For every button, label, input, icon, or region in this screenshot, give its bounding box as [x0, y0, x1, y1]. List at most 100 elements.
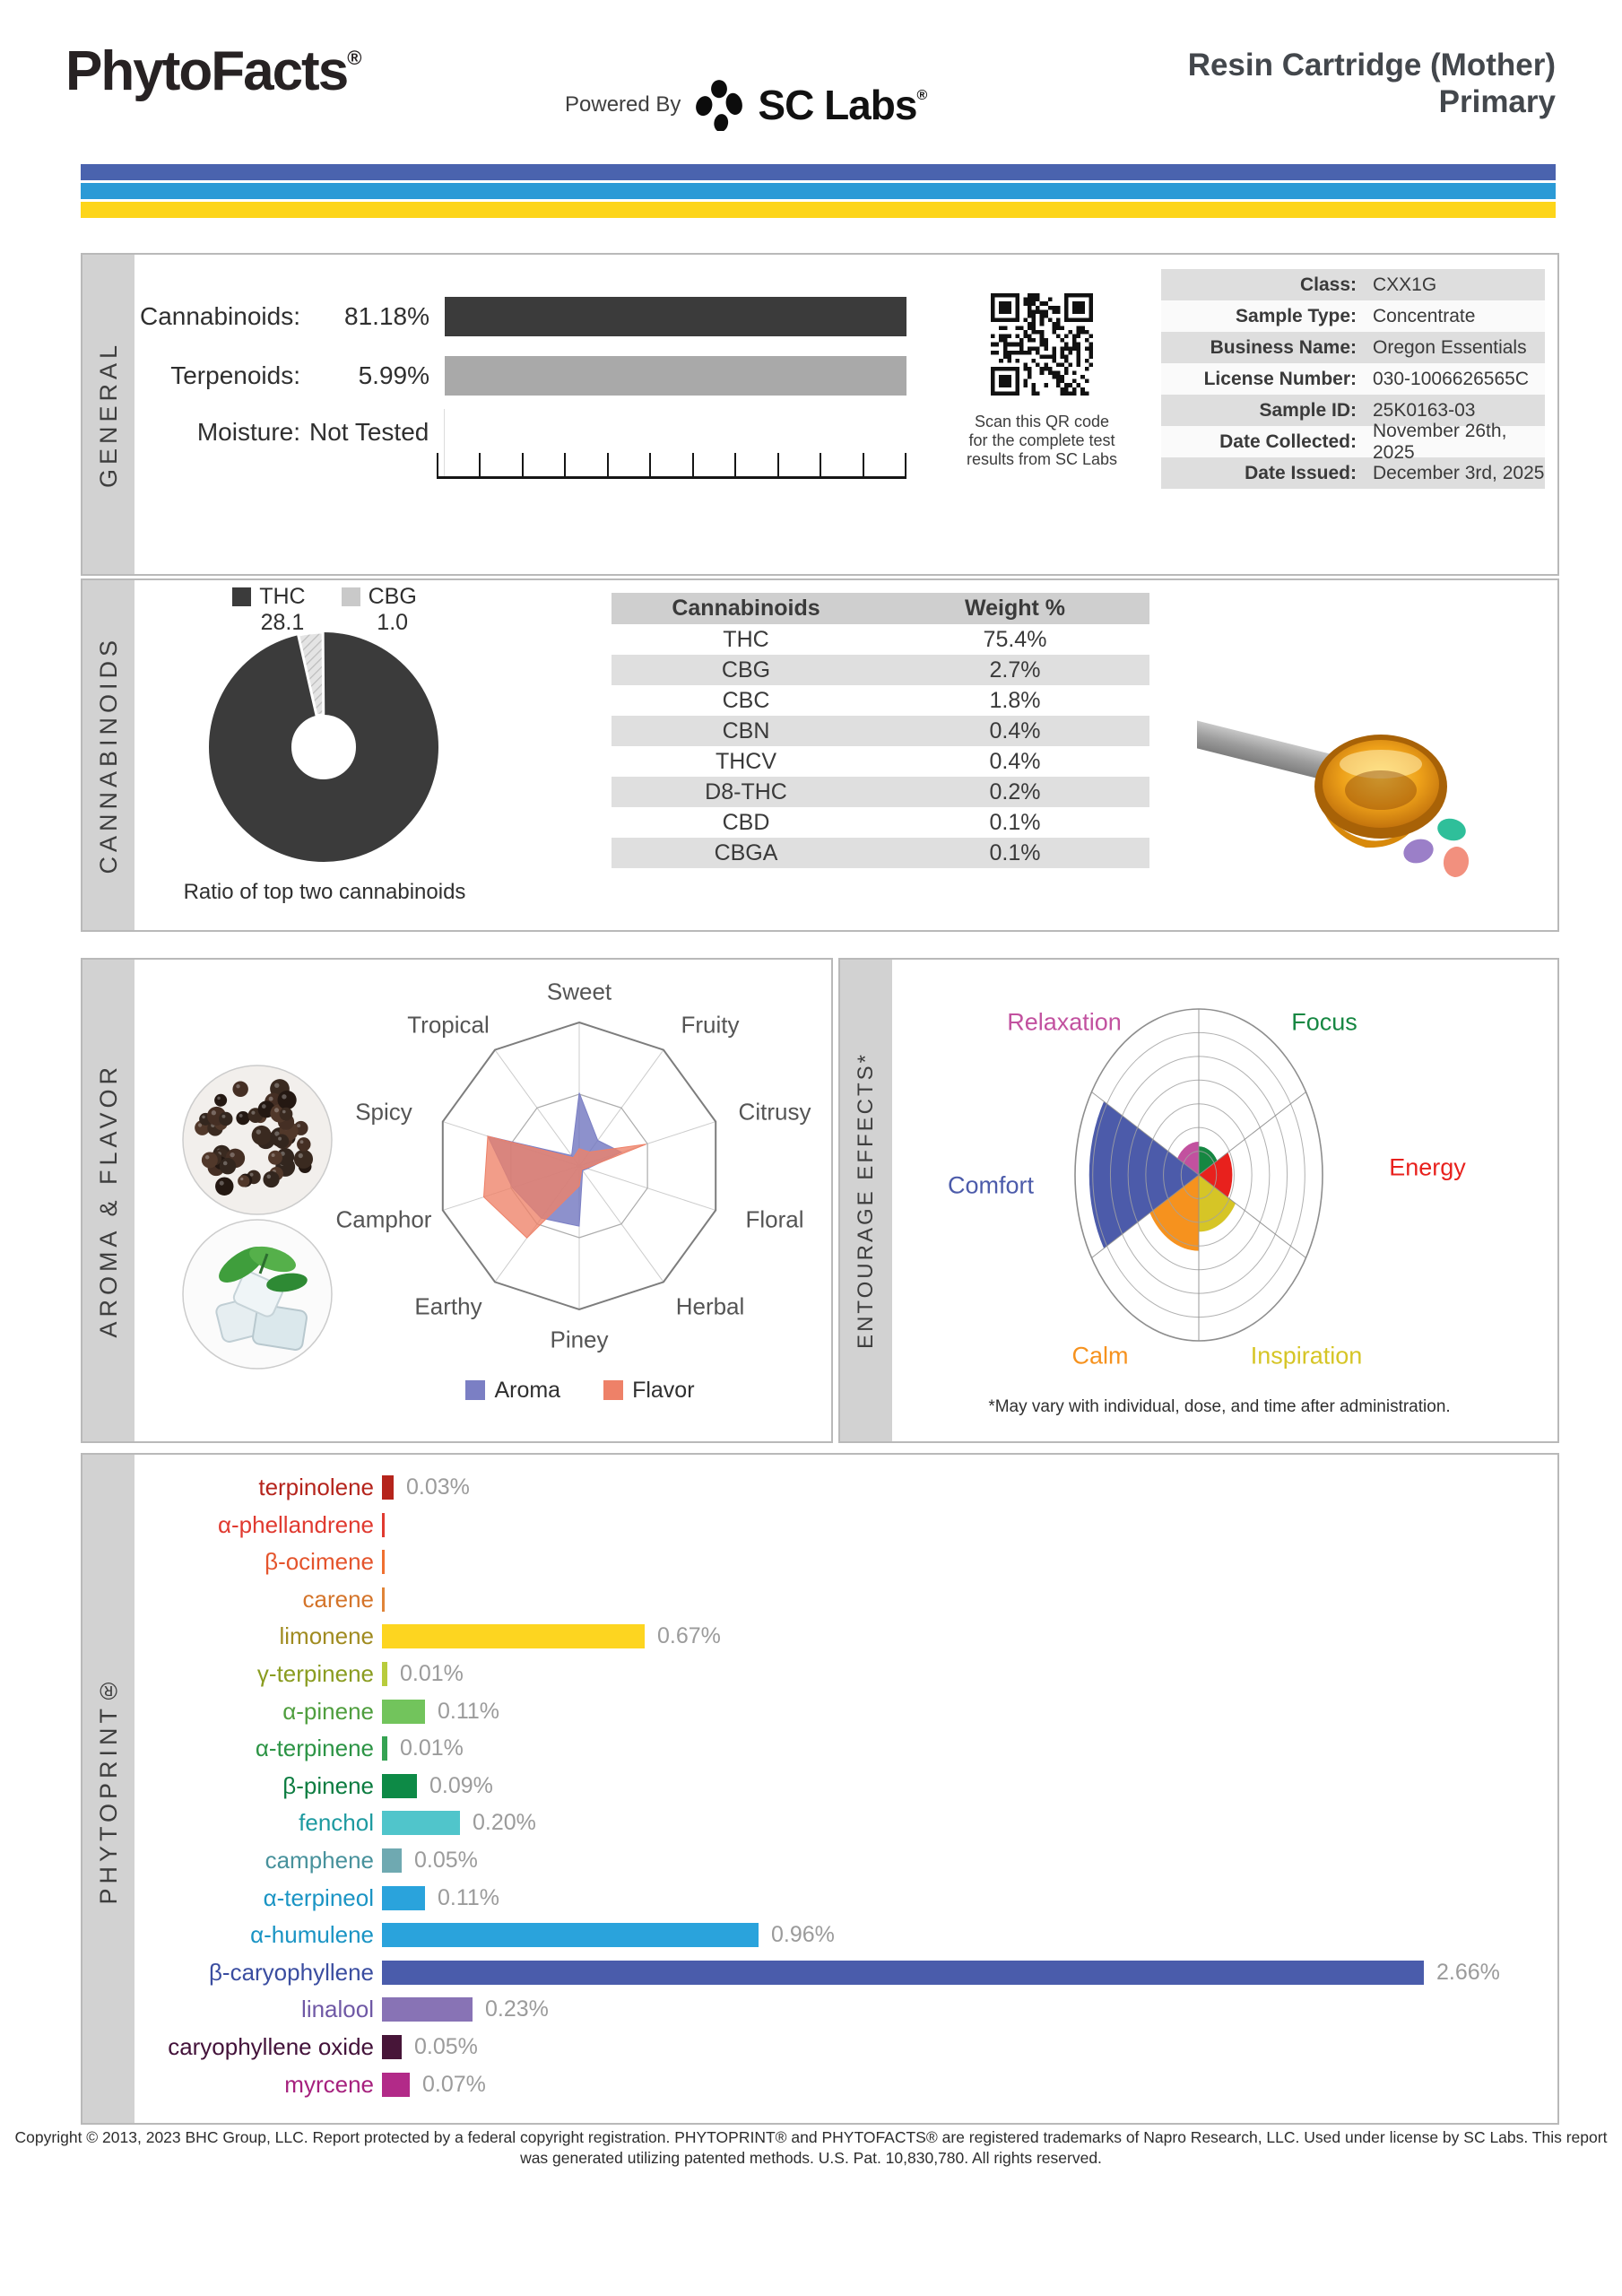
powered-by-sclabs: Powered By SC Labs®	[565, 79, 927, 131]
radar-legend-entry: Flavor	[603, 1378, 695, 1404]
terpene-name: α-terpineol	[263, 1884, 374, 1911]
table-cell: THCV	[715, 748, 777, 774]
cannabinoids-section: CANNABINOIDS THC 28.1 CBG 1.0 Ratio of top …	[81, 578, 1559, 932]
brand-text: PhytoFacts	[65, 40, 349, 102]
info-row-label: Business Name:	[1210, 336, 1357, 358]
terpene-row: linalool 0.23%	[82, 1991, 1557, 2027]
legend-name: CBG	[368, 584, 417, 609]
moisture-value: Not Tested	[309, 418, 429, 446]
cannabinoid-ratio-donut-chart	[209, 631, 438, 862]
scale-ruler	[437, 450, 906, 479]
header-stripe-lightblue	[81, 183, 1556, 199]
table-row: THCV 0.4%	[612, 746, 1149, 777]
entourage-footnote: *May vary with individual, dose, and tim…	[988, 1397, 1451, 1416]
sclabs-logo-icon	[696, 80, 743, 131]
terpene-tick	[382, 1587, 385, 1612]
terpene-value: 0.67%	[657, 1623, 721, 1648]
terpene-bar	[382, 1624, 645, 1648]
terpenoids-total-bar	[445, 356, 906, 396]
qr-caption-line: results from SC Labs	[966, 450, 1118, 468]
radar-legend-entry: Aroma	[465, 1378, 560, 1404]
dab-tool	[1197, 709, 1375, 789]
table-cell: 0.2%	[989, 778, 1041, 804]
table-cell: CBC	[722, 687, 770, 713]
resin-highlight	[1340, 750, 1422, 778]
terpene-value: 0.20%	[473, 1810, 536, 1835]
comfort-wedge	[1089, 1101, 1199, 1248]
focus-wedge	[1199, 1146, 1218, 1175]
terpene-value: 0.09%	[429, 1773, 493, 1798]
terpene-row: caryophyllene oxide 0.05%	[82, 2029, 1557, 2065]
cannabinoids-total-bar	[445, 297, 906, 336]
terpene-name: camphene	[265, 1847, 374, 1874]
ruler-tick	[564, 453, 566, 476]
terpene-row: β-pinene 0.09%	[82, 1768, 1557, 1804]
qr-caption-line: Scan this QR code	[974, 413, 1110, 430]
table-row: CBG 2.7%	[612, 655, 1149, 685]
terpene-row: carene	[82, 1581, 1557, 1617]
legend-swatch	[232, 587, 252, 606]
terpene-bar	[382, 1923, 759, 1947]
legend-name: Aroma	[494, 1378, 561, 1403]
info-row: License Number: 030-1006626565C	[1161, 363, 1545, 395]
legend-value: 1.0	[377, 610, 409, 635]
info-row: Date Issued: December 3rd, 2025	[1161, 457, 1545, 489]
terpenoids-total-value: 5.99%	[358, 361, 429, 389]
terpene-bar	[382, 1886, 425, 1910]
resin-drip	[1324, 813, 1423, 848]
ruler-tick	[649, 453, 651, 476]
legend-swatch	[341, 587, 360, 606]
terpene-bar	[382, 1736, 387, 1761]
terpene-row: camphene 0.05%	[82, 1842, 1557, 1878]
table-cell: 75.4%	[983, 626, 1047, 652]
terpene-bar-chart: terpinolene 0.03% α-phellandrene β-ocimene c…	[82, 1455, 1557, 2123]
header-cell: Weight %	[964, 596, 1066, 621]
info-row-value: December 3rd, 2025	[1373, 462, 1545, 483]
phytoprint-section-sidebar: PHYTOPRINT®	[82, 1455, 134, 2123]
table-row: THC 75.4%	[612, 624, 1149, 655]
terpene-row: α-terpinene 0.01%	[82, 1730, 1557, 1766]
salmon-dot	[1443, 847, 1470, 877]
terpene-value: 2.66%	[1436, 1960, 1500, 1985]
info-row: Business Name: Oregon Essentials	[1161, 332, 1545, 363]
table-cell: 0.1%	[989, 839, 1041, 865]
sclabs-logo-text: SC Labs®	[758, 82, 927, 128]
legend-swatch	[603, 1380, 624, 1400]
radar-legend: Aroma Flavor	[378, 1378, 782, 1404]
terpene-row: fenchol 0.20%	[82, 1805, 1557, 1840]
table-cell: THC	[723, 626, 769, 652]
terpene-value: 0.23%	[485, 1996, 549, 2022]
donut-legend-entry: CBG 1.0	[341, 584, 417, 636]
ruler-tick	[863, 453, 864, 476]
table-cell: 0.1%	[989, 809, 1041, 835]
terpene-value: 0.07%	[422, 2072, 486, 2097]
footer-line1: Copyright © 2013, 2023 BHC Group, LLC. R…	[14, 2128, 1608, 2146]
terpene-row: α-phellandrene	[82, 1507, 1557, 1543]
info-row-value: Concentrate	[1373, 305, 1476, 326]
terpene-tick	[382, 1550, 385, 1574]
terpene-name: carene	[302, 1586, 375, 1613]
phytofacts-logo: PhytoFacts®	[65, 39, 361, 103]
info-row-value: 030-1006626565C	[1373, 368, 1529, 389]
general-section-label: GENERAL	[94, 340, 122, 489]
sclabs-registered-mark: ®	[916, 88, 927, 103]
table-row: CBGA 0.1%	[612, 838, 1149, 868]
table-row: D8-THC 0.2%	[612, 777, 1149, 807]
table-row: CBN 0.4%	[612, 716, 1149, 746]
report-title-line1: Resin Cartridge (Mother)	[1187, 48, 1556, 83]
cannabinoids-table: Cannabinoids Weight % THC 75.4% CBG 2.7% CBC 1.…	[612, 593, 1149, 868]
moisture-label: Moisture:	[196, 418, 300, 446]
table-cell: 0.4%	[989, 718, 1041, 744]
flavor-polygon	[482, 1135, 646, 1239]
qr-code	[983, 285, 1101, 404]
terpene-value: 0.11%	[438, 1885, 500, 1910]
bar-axis-guide	[444, 409, 445, 479]
footer-line2: was generated utilizing patented methods…	[520, 2149, 1102, 2167]
legend-swatch	[465, 1380, 486, 1400]
sample-info-table: Class: CXX1G Sample Type: Concentrate Busine…	[1161, 269, 1545, 489]
legend-name: THC	[259, 584, 306, 609]
table-cell: 2.7%	[989, 657, 1041, 683]
general-section: GENERAL Cannabinoids: 81.18% Terpenoids:…	[81, 253, 1559, 576]
brand-registered-mark: ®	[347, 47, 362, 69]
